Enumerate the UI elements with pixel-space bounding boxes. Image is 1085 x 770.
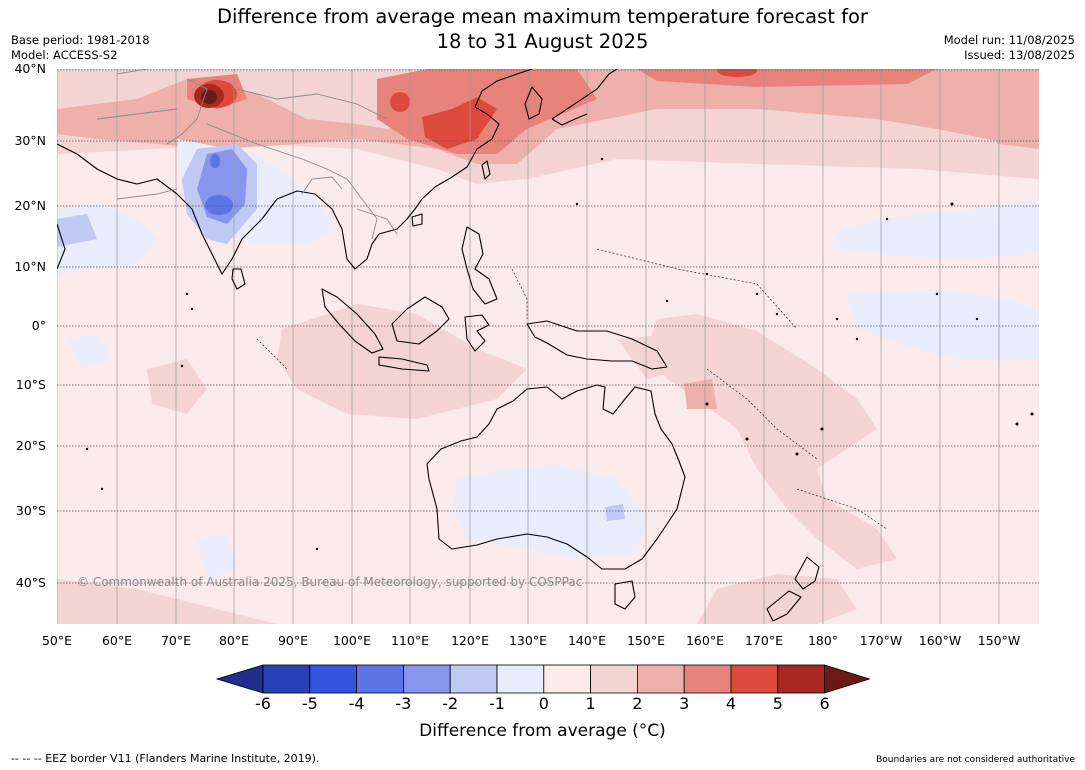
philippines-coast	[461, 226, 498, 305]
base-period: Base period: 1981-2018	[11, 33, 150, 47]
colorbar-tick-label: 6	[819, 694, 830, 713]
japan-coast	[551, 69, 618, 126]
coastlines	[57, 69, 820, 622]
taiwan-coast	[481, 160, 491, 180]
lon-label: 50°E	[41, 633, 73, 648]
korea-coast	[524, 86, 543, 120]
boundary-disclaimer: Boundaries are not considered authoritat…	[876, 755, 1075, 765]
colorbar-cell	[402, 664, 451, 694]
new-guinea-coast	[526, 320, 668, 370]
lon-label: 60°E	[101, 633, 133, 648]
lon-label: 80°E	[218, 633, 250, 648]
lat-label: 10°N	[14, 259, 46, 274]
colorbar-cell	[262, 664, 311, 694]
lat-label: 20°S	[15, 438, 46, 453]
colorbar-cell	[356, 664, 404, 694]
colorbar-cell	[683, 664, 732, 694]
lat-label: 40°N	[14, 61, 46, 76]
colorbar-tick-label: 4	[725, 694, 737, 713]
lon-label: 180°	[807, 633, 839, 648]
lon-label: 70°E	[160, 633, 192, 648]
lat-label: 10°S	[15, 377, 46, 392]
title-line-1: Difference from average mean maximum tem…	[217, 5, 868, 28]
title-line-2: 18 to 31 August 2025	[436, 30, 649, 53]
colorbar-cell	[543, 664, 591, 694]
colorbar-extend-high	[824, 664, 870, 694]
lon-label: 170°E	[744, 633, 783, 648]
country-borders	[96, 69, 398, 240]
arabia-coast	[57, 223, 66, 270]
sumatra-coast	[321, 288, 384, 354]
copyright-watermark: © Commonwealth of Australia 2025, Bureau…	[77, 575, 582, 589]
australia-coast	[426, 384, 686, 570]
lat-label: 40°S	[15, 575, 46, 590]
pacific-islands	[85, 157, 1034, 551]
colorbar-title: Difference from average (°C)	[419, 721, 666, 741]
lon-label: 160°W	[918, 633, 962, 648]
colorbar-cell	[777, 664, 825, 694]
map-title: Difference from average mean maximum tem…	[0, 4, 1085, 54]
issued-date: Issued: 13/08/2025	[964, 48, 1075, 62]
lon-label: 110°E	[390, 633, 429, 648]
lon-label: 150°E	[626, 633, 665, 648]
colorbar-tick-label: 1	[585, 694, 596, 713]
sri-lanka-coast	[231, 268, 246, 290]
colorbar-cell	[590, 664, 638, 694]
colorbar-tick-label: -1	[489, 694, 505, 713]
colorbar-cell	[636, 664, 685, 694]
new-zealand-coast	[766, 556, 820, 622]
colorbar-tick-label: -5	[301, 694, 318, 713]
lon-label: 140°E	[567, 633, 606, 648]
tasmania-coast	[614, 580, 636, 610]
hainan-coast	[411, 213, 423, 227]
lon-label: 170°W	[859, 633, 903, 648]
colorbar	[216, 664, 870, 694]
colorbar-tick-label: -4	[348, 694, 365, 713]
meta-right: Model run: 11/08/2025 Issued: 13/08/2025	[944, 33, 1075, 63]
graticule-meridians	[57, 69, 1000, 624]
lat-label: 30°S	[15, 503, 46, 518]
colorbar-tick-label: 3	[679, 694, 690, 713]
forecast-map: © Commonwealth of Australia 2025, Bureau…	[57, 69, 1039, 624]
lon-label: 130°E	[508, 633, 547, 648]
lat-label: 20°N	[14, 198, 46, 213]
eez-borders	[256, 248, 888, 530]
anomaly-zone-minus-4-minus-3	[205, 154, 233, 215]
lon-label: 150°W	[977, 633, 1021, 648]
colorbar-cell	[496, 664, 545, 694]
sulawesi-coast	[464, 314, 490, 352]
colorbar-tick-label: -3	[395, 694, 412, 713]
colorbar-tick-label: 5	[772, 694, 783, 713]
lon-label: 90°E	[277, 633, 309, 648]
lat-label: 0°	[31, 318, 46, 333]
asia-coast	[57, 69, 533, 275]
colorbar-tick-label: 0	[538, 694, 549, 713]
colorbar-tick-label: -2	[442, 694, 459, 713]
borneo-coast	[391, 296, 450, 345]
lon-label: 100°E	[332, 633, 371, 648]
meta-left: Base period: 1981-2018 Model: ACCESS-S2	[11, 33, 150, 63]
eez-legend-note: -- -- -- EEZ border V11 (Flanders Marine…	[11, 752, 320, 765]
lat-label: 30°N	[14, 133, 46, 148]
colorbar-cell	[309, 664, 358, 694]
colorbar-tick-label: -6	[255, 694, 271, 713]
lon-label: 160°E	[685, 633, 724, 648]
model-name: Model: ACCESS-S2	[11, 48, 118, 62]
colorbar-cell	[449, 664, 498, 694]
colorbar-tick-label: 2	[632, 694, 643, 713]
java-coast	[378, 356, 430, 372]
lon-label: 120°E	[450, 633, 489, 648]
colorbar-extend-low	[216, 664, 264, 694]
colorbar-cell	[730, 664, 779, 694]
anomaly-zone-5-6	[194, 84, 224, 108]
model-run: Model run: 11/08/2025	[943, 33, 1075, 47]
